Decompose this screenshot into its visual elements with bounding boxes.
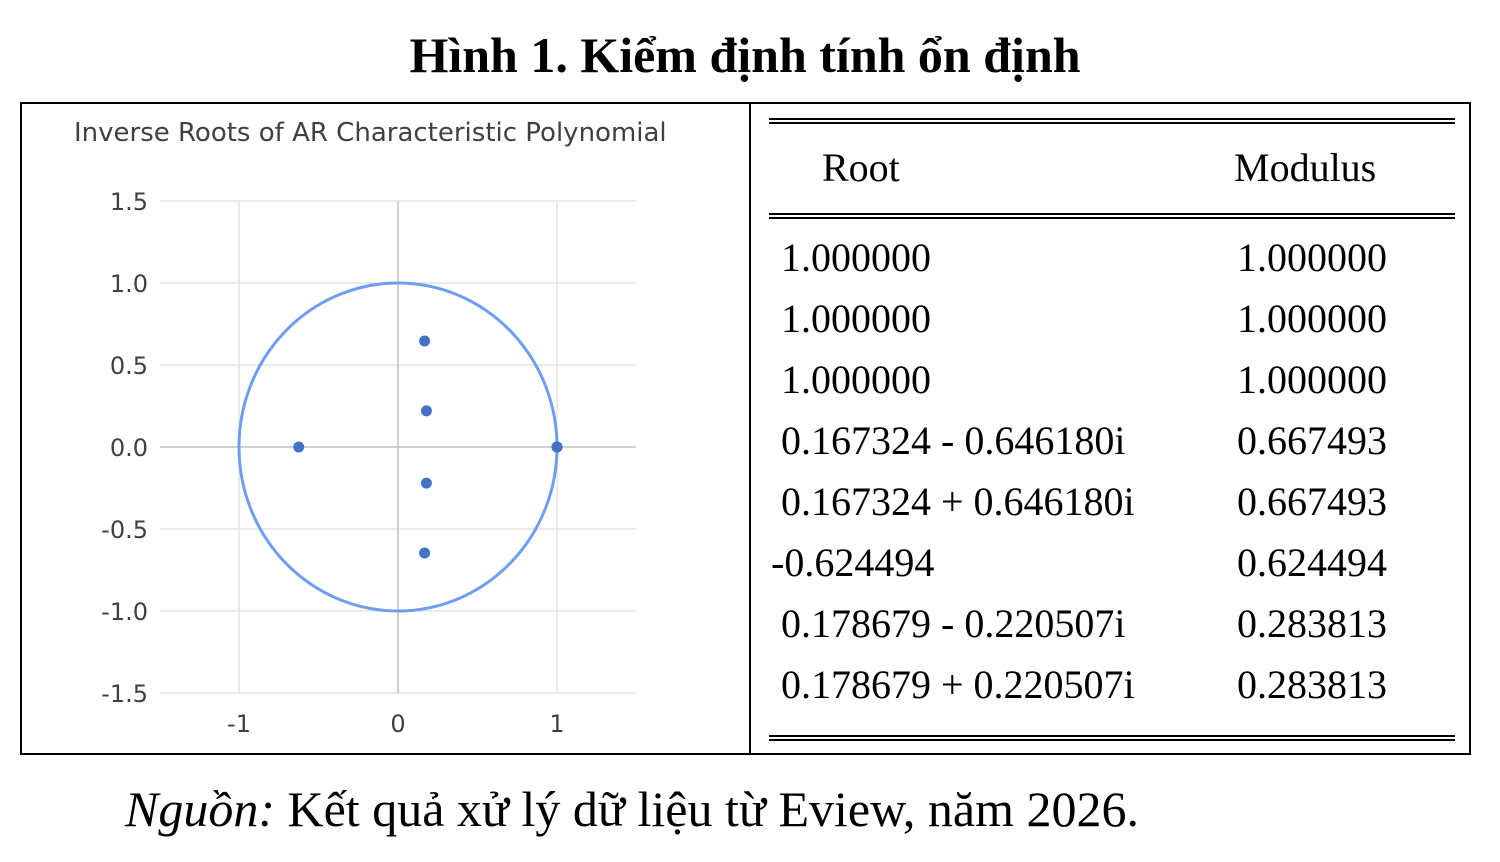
figure-source: Nguồn: Kết quả xử lý dữ liệu từ Eview, n… [125,780,1139,838]
root-cell: -0.624494 [771,540,935,585]
root-cell: 0.178679 - 0.220507i [781,601,1126,646]
root-point [551,441,563,453]
modulus-cell: 0.624494 [1237,540,1387,585]
modulus-cell: 1.000000 [1237,357,1387,402]
y-tick-label: -0.5 [101,516,148,544]
modulus-cell: 0.283813 [1237,601,1387,646]
table-header-rule [769,213,1455,219]
modulus-cell: 0.667493 [1237,479,1387,524]
root-cell: 0.167324 + 0.646180i [781,479,1135,524]
y-tick-label: 0.5 [110,352,148,380]
table-top-rule [769,118,1455,124]
y-tick-label: 0.0 [110,434,148,462]
roots-table: Root Modulus 1.000000 1.000000 1.000000 1.0… [751,104,1469,753]
y-tick-label: 1.5 [110,188,148,216]
root-cell: 1.000000 [781,296,931,341]
header-root: Root [822,145,900,190]
root-cell: 1.000000 [781,357,931,402]
root-point [293,441,305,453]
root-cell: 1.000000 [781,235,931,280]
root-chart-panel: Inverse Roots of AR Characteristic Polyn… [22,104,749,753]
source-text: Kết quả xử lý dữ liệu từ Eview, năm 2026… [275,781,1140,837]
root-point [419,547,431,559]
chart-grid [160,200,636,694]
y-tick-label: 1.0 [110,270,148,298]
inverse-roots-chart: Inverse Roots of AR Characteristic Polyn… [74,118,667,738]
x-tick-label: 0 [390,710,405,738]
y-tick-label: -1.5 [101,680,148,708]
figure-title: Hình 1. Kiểm định tính ổn định [409,27,1081,83]
y-tick-label: -1.0 [101,598,148,626]
root-point [420,477,432,489]
root-cell: 0.167324 - 0.646180i [781,418,1126,463]
modulus-cell: 0.283813 [1237,662,1387,707]
root-point [419,335,431,347]
root-point [420,405,432,417]
figure-frame: Inverse Roots of AR Characteristic Polyn… [20,102,1471,755]
modulus-cell: 0.667493 [1237,418,1387,463]
x-tick-label: 1 [549,710,564,738]
root-cell: 0.178679 + 0.220507i [781,662,1135,707]
panel-divider [749,104,751,753]
chart-title: Inverse Roots of AR Characteristic Polyn… [74,118,667,148]
table-bottom-rule [769,735,1455,741]
modulus-cell: 1.000000 [1237,235,1387,280]
modulus-cell: 1.000000 [1237,296,1387,341]
header-modulus: Modulus [1234,145,1377,190]
x-tick-label: -1 [227,710,251,738]
source-label: Nguồn: [125,781,275,837]
root-points [293,335,563,559]
axis-tick-labels: 1.5 1.0 0.5 0.0 -0.5 -1.0 -1.5 -1 0 1 [101,188,564,738]
